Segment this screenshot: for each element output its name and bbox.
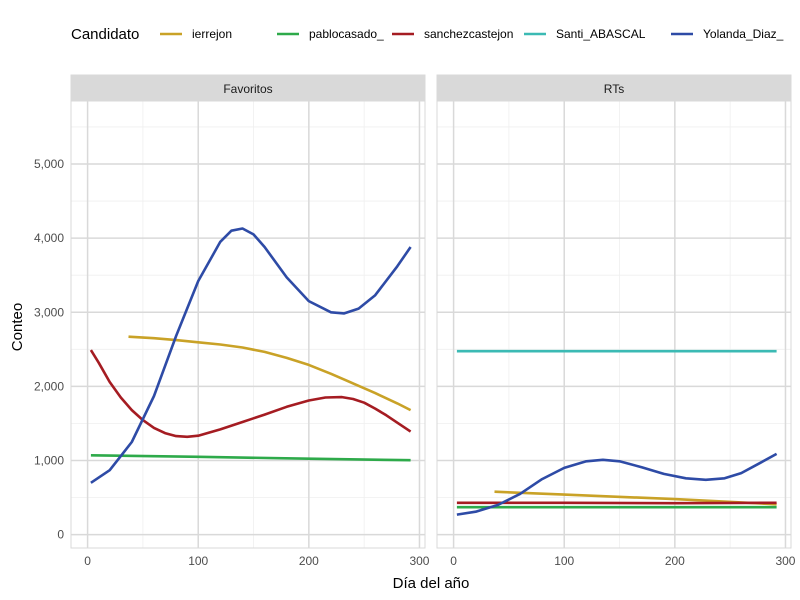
x-tick-label: 100 <box>554 554 574 568</box>
x-tick-label: 100 <box>188 554 208 568</box>
y-tick-label: 2,000 <box>34 379 64 393</box>
panel-strip <box>70 74 426 102</box>
series-line-yolanda-diaz <box>90 227 412 484</box>
panel-border <box>436 100 792 549</box>
series-line-sanchezcastejon <box>89 349 412 439</box>
series-line-yolanda-diaz <box>456 452 778 516</box>
x-tick-label: 300 <box>409 554 429 568</box>
series-line-pablocasado <box>90 454 411 462</box>
legend-label-ierrejon: ierrejon <box>192 27 232 41</box>
y-tick-label: 1,000 <box>34 454 64 468</box>
panel-favoritos: Favoritos 0 100 200 300 0 1,000 2,000 3,000 4,000… <box>34 74 430 568</box>
y-tick-label: 0 <box>57 528 64 542</box>
y-tick-label: 5,000 <box>34 157 64 171</box>
panel-strip <box>436 74 792 102</box>
panel-border <box>70 100 426 549</box>
y-tick-label: 4,000 <box>34 231 64 245</box>
legend: Candidato ierrejon pablocasado_ sanchezcas… <box>71 26 784 43</box>
x-tick-label: 200 <box>299 554 319 568</box>
panel-strip-title: Favoritos <box>223 82 272 96</box>
x-tick-label: 300 <box>775 554 795 568</box>
panel-strip-title: RTs <box>604 82 624 96</box>
legend-label-yolanda-diaz: Yolanda_Diaz_ <box>703 27 784 41</box>
panel-rts: RTs 0 100 200 300 <box>436 74 796 568</box>
y-axis-label: Conteo <box>9 303 26 351</box>
legend-label-santi-abascal: Santi_ABASCAL <box>556 27 646 41</box>
y-tick-label: 3,000 <box>34 305 64 319</box>
x-tick-label: 0 <box>450 554 457 568</box>
series-line-ierrejon <box>128 335 412 412</box>
legend-label-pablocasado: pablocasado_ <box>309 27 384 41</box>
x-axis-label: Día del año <box>393 575 470 592</box>
legend-label-sanchezcastejon: sanchezcastejon <box>424 27 513 41</box>
x-tick-label: 200 <box>665 554 685 568</box>
legend-title: Candidato <box>71 26 139 43</box>
x-tick-label: 0 <box>84 554 91 568</box>
